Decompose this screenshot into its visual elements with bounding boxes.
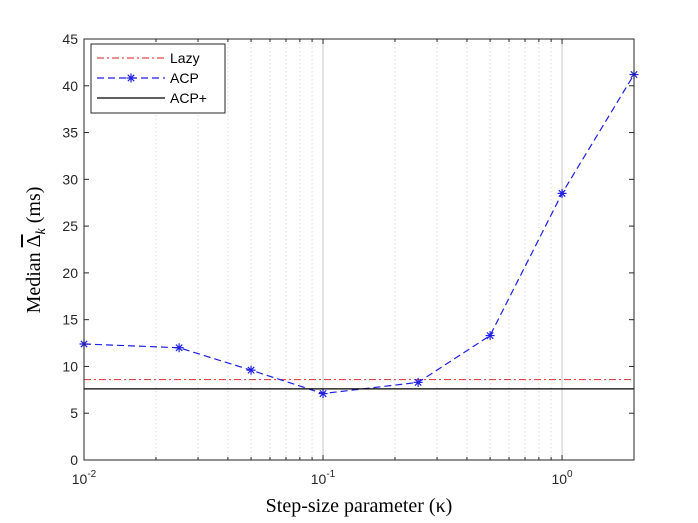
marker-stroke xyxy=(319,389,327,398)
x-axis-label: Step-size parameter (κ) xyxy=(266,495,453,517)
marker-stroke xyxy=(175,344,183,352)
marker-stroke xyxy=(247,366,255,374)
y-axis-label-symbol: Δ xyxy=(23,234,45,247)
y-axis-label-group: Median Δk (ms) xyxy=(23,187,49,314)
y-axis-label: Median Δk (ms) xyxy=(23,187,49,314)
legend-label-acpplus: ACP+ xyxy=(170,90,207,106)
marker-stroke xyxy=(127,74,135,82)
series-layer xyxy=(79,70,639,399)
y-tick-label: 20 xyxy=(62,265,78,281)
y-axis-label-suffix: (ms) xyxy=(23,187,45,229)
y-tick-label: 30 xyxy=(62,171,78,187)
x-tick-label-exponent: 0 xyxy=(567,469,573,480)
y-tick-label: 5 xyxy=(70,405,78,421)
data-point xyxy=(246,365,256,375)
data-point xyxy=(318,389,328,399)
x-tick-label: 10-2 xyxy=(72,469,97,487)
marker-stroke xyxy=(414,378,422,386)
marker-stroke xyxy=(486,331,494,340)
legend: Lazy ACP ACP+ xyxy=(90,43,226,114)
x-tick-label-base: 10 xyxy=(72,471,88,487)
y-tick-label: 35 xyxy=(62,125,78,141)
y-tick-label: 0 xyxy=(70,452,78,468)
x-tick-label: 10-1 xyxy=(311,469,336,487)
y-axis-label-prefix: Median xyxy=(23,247,45,313)
y-axis-label-subscript: k xyxy=(34,227,49,234)
y-tick-label: 10 xyxy=(62,358,78,374)
data-point xyxy=(485,331,495,341)
x-tick-label-base: 10 xyxy=(551,471,567,487)
plot-area-frame xyxy=(83,38,635,461)
marker-stroke xyxy=(558,189,566,197)
legend-label-acp: ACP xyxy=(170,70,199,86)
legend-marker-acp xyxy=(126,73,136,83)
y-tick-label: 45 xyxy=(62,31,78,47)
x-tick-label: 100 xyxy=(551,469,573,487)
data-point xyxy=(557,188,567,198)
x-tick-label-base: 10 xyxy=(311,471,327,487)
data-point xyxy=(413,377,423,387)
legend-label-lazy: Lazy xyxy=(170,50,200,66)
x-tick-label-exponent: -2 xyxy=(87,469,96,480)
data-point xyxy=(174,343,184,353)
y-tick-label: 25 xyxy=(62,218,78,234)
y-tick-label: 15 xyxy=(62,312,78,328)
y-tick-label: 40 xyxy=(62,78,78,94)
x-tick-label-exponent: -1 xyxy=(326,469,335,480)
